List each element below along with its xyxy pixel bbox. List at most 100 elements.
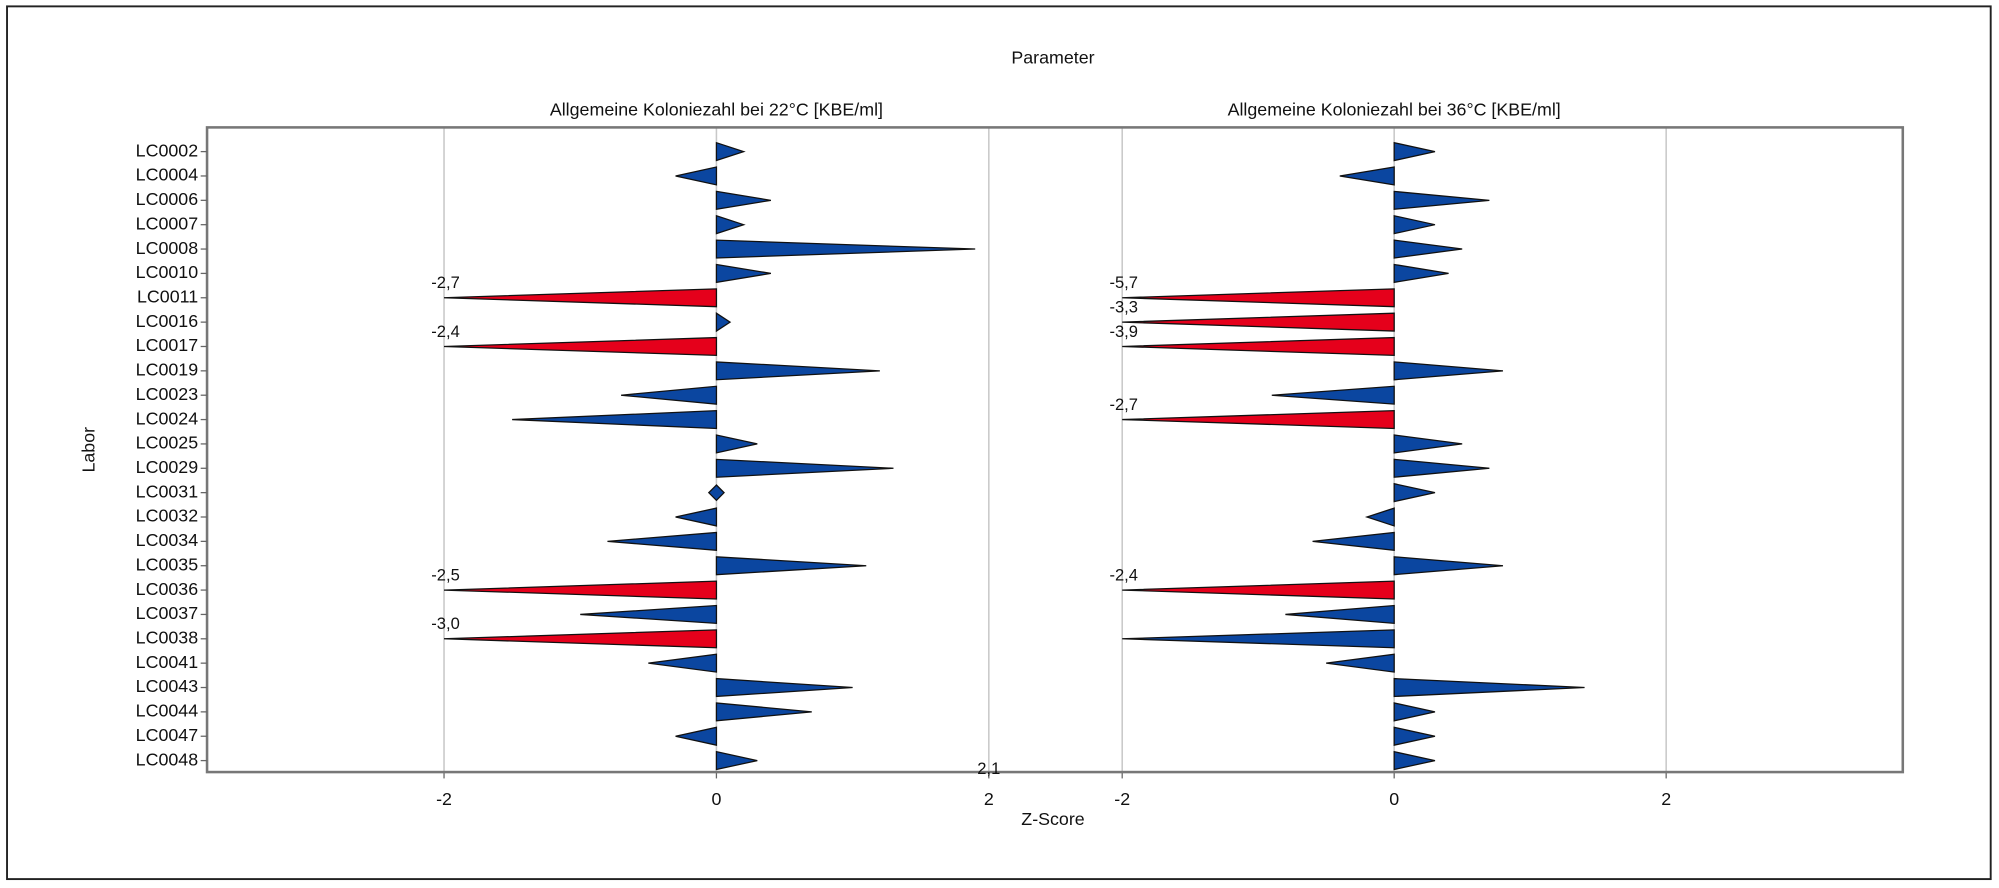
z-score-bar [715,702,812,722]
y-tick-label: LC0006 [136,189,199,209]
y-tick-label: LC0025 [136,433,199,453]
y-tick-label: LC0048 [136,749,199,769]
y-tick-label: LC0002 [136,140,199,160]
value-label: -5,7 [1109,273,1138,292]
y-tick-label: LC0037 [136,603,199,623]
z-score-bar [715,361,880,381]
z-score-bar [444,288,718,308]
z-score-bar [675,166,718,186]
z-score-bar [1393,434,1463,454]
y-tick-label: LC0019 [136,360,199,380]
z-score-bar [715,214,746,235]
y-tick-label: LC0024 [136,408,199,428]
x-tick-label: 0 [1389,789,1399,809]
z-score-bar [1271,385,1395,405]
y-tick-label: LC0038 [136,628,199,648]
z-score-bar [1393,239,1463,259]
z-score-bar [715,750,758,771]
panel-title: Allgemeine Koloniezahl bei 22°C [KBE/ml] [550,100,883,120]
y-tick-label: LC0034 [136,530,199,550]
z-score-bar [1339,166,1395,186]
z-score-bar [580,604,718,625]
z-score-bar [715,312,732,333]
y-tick-label: LC0023 [136,384,199,404]
z-score-bar [675,507,718,527]
z-score-bar [1393,458,1490,478]
y-tick-label: LC0032 [136,506,199,526]
z-score-bar [1393,482,1436,503]
z-score-bar [444,336,718,357]
diamond-marker [707,484,725,502]
value-label: -3,9 [1109,322,1138,341]
z-score-bar [715,263,772,284]
value-label: -2,5 [431,565,460,584]
z-score-bar [715,677,853,698]
z-score-bar [1326,653,1395,673]
x-axis-label: Z-Score [1021,809,1084,829]
outer-border [6,5,1992,881]
y-tick-label: LC0011 [137,286,198,306]
z-score-bar [715,556,867,576]
z-score-bar [1285,604,1395,625]
panel-title: Allgemeine Koloniezahl bei 36°C [KBE/ml] [1228,100,1561,120]
y-tick-label: LC0043 [136,676,199,696]
z-score-bar [621,385,718,405]
z-score-bar [1364,507,1395,527]
z-score-bar [1122,409,1395,430]
y-tick-label: LC0017 [136,335,199,355]
annotation: 2,1 [977,759,1000,778]
z-score-bar [1122,312,1395,332]
z-score-bar [715,458,894,478]
y-tick-label: LC0044 [136,701,199,721]
y-tick-label: LC0004 [136,165,199,185]
z-score-bar [1393,214,1436,235]
plot-frame [205,126,1905,774]
z-score-bar [1122,336,1395,357]
z-score-bar [512,409,718,430]
z-score-bar [715,434,758,454]
value-label: -3,3 [1109,297,1138,316]
y-tick-label: LC0036 [136,579,199,599]
z-score-bar [1393,726,1436,746]
value-label: -2,4 [431,322,460,341]
x-tick-label: 2 [1661,789,1671,809]
y-tick-label: LC0010 [136,262,199,282]
z-score-bar [1122,629,1395,649]
y-tick-label: LC0016 [136,311,199,331]
z-score-bar [1393,141,1436,162]
z-score-bar [1122,580,1395,600]
z-score-bar [1393,556,1504,576]
y-tick-label: LC0029 [136,457,199,477]
y-tick-label: LC0041 [136,652,199,672]
y-axis-label: Labor [79,427,99,473]
value-label: -3,0 [431,614,460,633]
z-score-bar [1393,677,1585,698]
z-score-bar [444,580,718,600]
z-score-bar [1393,702,1436,722]
x-tick-label: 0 [711,789,721,809]
z-score-bar [1393,750,1436,771]
z-score-bar [444,629,718,649]
y-tick-label: LC0031 [136,481,199,501]
z-score-bar [715,190,772,210]
z-score-bar [1393,361,1504,381]
z-score-bar [1393,190,1490,210]
value-label: -2,7 [431,273,460,292]
z-score-bar [648,653,718,673]
z-score-bar [715,239,976,259]
value-label: -2,7 [1109,395,1138,414]
y-tick-label: LC0008 [136,238,199,258]
x-tick-label: -2 [436,789,452,809]
z-score-bar [607,531,718,551]
value-label: -2,4 [1109,565,1138,584]
z-score-bar [1122,288,1395,308]
z-score-bar [675,726,718,746]
chart-title: Parameter [1011,47,1094,67]
x-tick-label: 2 [984,789,994,809]
z-score-bar [715,141,746,162]
z-score-bar [1312,531,1395,551]
z-score-bar [1393,263,1449,284]
y-tick-label: LC0047 [136,725,199,745]
